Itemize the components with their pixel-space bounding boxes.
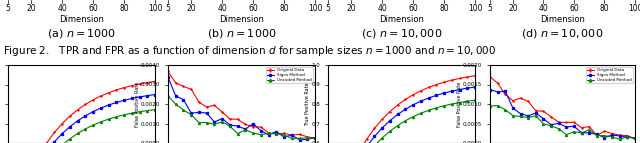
Text: 100: 100 [628,4,640,13]
Text: Dimension: Dimension [379,15,424,24]
Text: 80: 80 [279,4,289,13]
Legend: Original Data, Signs Method, Uncoded Method: Original Data, Signs Method, Uncoded Met… [586,67,633,83]
Y-axis label: False Positive Rate: False Positive Rate [457,81,461,127]
Text: 40: 40 [538,4,548,13]
Y-axis label: True Positive Rate: True Positive Rate [305,82,310,126]
Text: 20: 20 [508,4,518,13]
Text: 60: 60 [248,4,258,13]
Text: Figure 2.   TPR and FPR as a function of dimension $d$ for sample sizes $n = 100: Figure 2. TPR and FPR as a function of d… [3,44,496,58]
Y-axis label: False Positive Rate: False Positive Rate [135,81,140,127]
Text: Dimension: Dimension [540,15,585,24]
Text: 5: 5 [488,4,492,13]
Text: 20: 20 [346,4,356,13]
Text: (a) $n = 1000$: (a) $n = 1000$ [47,27,116,40]
Text: 40: 40 [58,4,67,13]
Text: 5: 5 [166,4,170,13]
Text: 80: 80 [600,4,609,13]
Text: 20: 20 [186,4,196,13]
Text: Dimension: Dimension [59,15,104,24]
Text: 100: 100 [308,4,323,13]
Text: 40: 40 [218,4,227,13]
Text: Dimension: Dimension [219,15,264,24]
Text: 5: 5 [326,4,330,13]
Text: 80: 80 [119,4,129,13]
Legend: Original Data, Signs Method, Uncoded Method: Original Data, Signs Method, Uncoded Met… [266,67,313,83]
Text: 100: 100 [468,4,483,13]
Text: 60: 60 [569,4,579,13]
Text: (d) $n = 10,000$: (d) $n = 10,000$ [522,27,604,40]
Text: 80: 80 [439,4,449,13]
Text: 20: 20 [26,4,36,13]
Text: 40: 40 [378,4,387,13]
Text: 5: 5 [6,4,10,13]
Text: 100: 100 [148,4,163,13]
Text: 60: 60 [88,4,98,13]
Text: (b) $n = 1000$: (b) $n = 1000$ [207,27,276,40]
Text: 60: 60 [408,4,418,13]
Text: (c) $n = 10,000$: (c) $n = 10,000$ [361,27,442,40]
